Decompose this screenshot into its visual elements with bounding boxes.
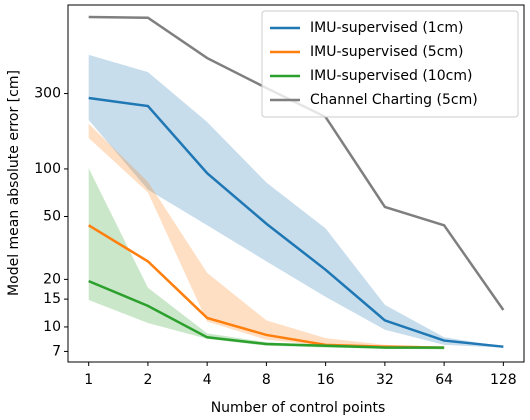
y-tick-label: 20: [43, 271, 61, 287]
legend-label: IMU-supervised (1cm): [310, 20, 464, 36]
y-tick-label: 300: [34, 86, 61, 102]
y-axis-label: Model mean absolute error [cm]: [6, 70, 22, 296]
legend-label: Channel Charting (5cm): [310, 92, 478, 108]
legend-box: [261, 10, 519, 118]
x-tick-label: 2: [143, 372, 152, 388]
x-tick-label: 1: [84, 372, 93, 388]
x-tick-label: 64: [435, 372, 453, 388]
x-tick-label: 4: [203, 372, 212, 388]
y-tick-label: 100: [34, 161, 61, 177]
y-tick-label: 10: [43, 319, 61, 335]
series-line: [88, 279, 445, 349]
x-tick-label: 32: [376, 372, 394, 388]
x-tick-label: 16: [317, 372, 335, 388]
legend-label: IMU-supervised (5cm): [310, 44, 464, 60]
x-tick-label: 128: [490, 372, 517, 388]
y-tick-label: 50: [43, 208, 61, 224]
legend-label: IMU-supervised (10cm): [310, 68, 472, 84]
plot-frame: [67, 4, 525, 363]
y-tick-label: 7: [52, 343, 61, 359]
error-band: [88, 54, 504, 348]
y-tick-label: 15: [43, 291, 61, 307]
x-axis-label: Number of control points: [211, 400, 386, 416]
x-tick-label: 8: [262, 372, 271, 388]
series-line: [88, 96, 504, 348]
